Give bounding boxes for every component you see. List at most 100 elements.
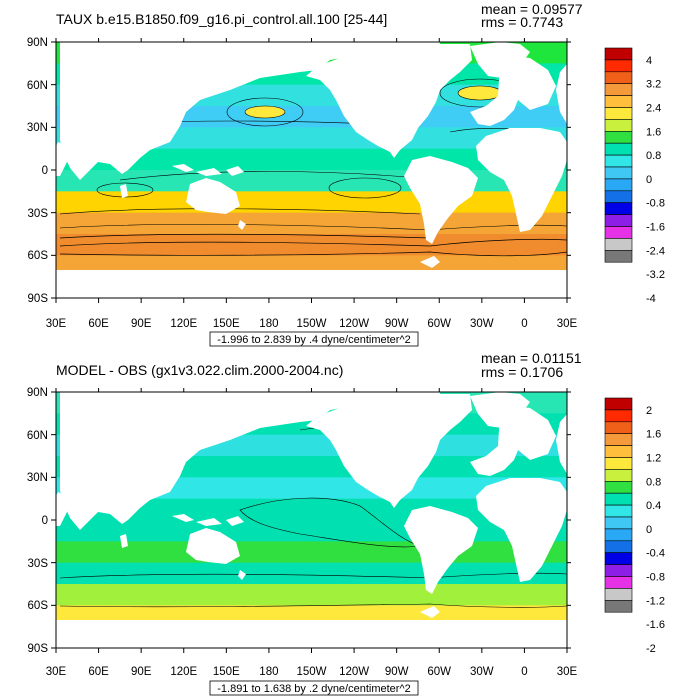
taux-lon-label: 150E <box>213 318 240 330</box>
diff-colorbar-swatch <box>604 445 633 458</box>
diff-colorbar-swatch <box>604 457 633 470</box>
diff-lon-label: 150W <box>296 666 326 678</box>
diff-lat-label: 60N <box>27 430 48 442</box>
diff-colorbar-label: -1.2 <box>646 595 665 607</box>
diff-lon-label: 60E <box>88 666 109 678</box>
taux-colorbar-swatch <box>604 202 633 215</box>
diff-mean: mean = 0.01151 <box>481 350 582 366</box>
diff-shade-band <box>56 562 567 585</box>
taux-colorbar-swatch <box>604 59 633 73</box>
taux-mean: mean = 0.09577 <box>481 1 583 17</box>
taux-lon-labels: 30E 60E 90E 120E 150E 180 150W 120W 90W … <box>46 318 578 330</box>
diff-colorbar-swatch <box>604 421 633 434</box>
diff-colorbar-swatch <box>604 564 633 577</box>
taux-lon-label: 180 <box>259 318 278 330</box>
diff-lon-label: 60W <box>427 666 451 678</box>
taux-lon-label: 90E <box>131 318 152 330</box>
diff-ticks <box>51 388 571 653</box>
diff-colorbar-label: -1.6 <box>646 619 665 631</box>
diff-colorbar-label: 1.6 <box>646 429 661 441</box>
diff-lat-label: 30N <box>27 472 48 484</box>
diff-lon-labels: 30E 60E 90E 120E 150E 180 150W 120W 90W … <box>46 666 578 678</box>
diff-colorbar-swatch <box>604 409 633 423</box>
taux-lat-label: 60N <box>27 80 48 92</box>
taux-lon-label: 120E <box>170 318 197 330</box>
taux-colorbar-swatch <box>604 95 633 108</box>
taux-lon-label: 30W <box>470 318 494 330</box>
taux-colorbar-label: 1.6 <box>646 126 661 138</box>
diff-land <box>56 392 567 648</box>
taux-lat-label: 90N <box>27 37 48 49</box>
diff-colorbar-swatch <box>604 588 633 601</box>
taux-shade-band <box>56 234 567 256</box>
diff-lat-label: 30S <box>28 558 49 570</box>
diff-lon-label: 90W <box>385 666 409 678</box>
diff-colorbar-swatch <box>604 480 633 494</box>
taux-shade-band <box>56 127 567 150</box>
diff-colorbar-swatch <box>604 576 633 589</box>
taux-colorbar-swatch <box>604 119 633 132</box>
taux-ticks <box>51 38 571 303</box>
taux-lat-label: 30S <box>28 208 49 220</box>
taux-colorbar-swatch <box>604 238 633 251</box>
diff-lon-label: 180 <box>259 666 278 678</box>
taux-lon-label: 30E <box>557 318 578 330</box>
diff-lon-label: 90E <box>131 666 152 678</box>
diff-colorbar-swatch <box>604 433 633 446</box>
taux-map <box>51 38 571 303</box>
diff-colorbar-swatch <box>604 504 633 518</box>
diff-colorbar-label: 1.2 <box>646 453 661 465</box>
taux-lat-label: 0 <box>42 165 48 177</box>
diff-colorbar-swatch <box>604 397 633 411</box>
taux-colorbar-swatch <box>604 131 633 144</box>
diff-colorbar-swatch <box>604 492 633 506</box>
diff-colorbar-label: -0.4 <box>646 548 665 560</box>
diff-shade-band <box>56 541 567 564</box>
diff-map <box>51 388 571 653</box>
taux-panel: TAUX b.e15.B1850.f09_g16.pi_control.all.… <box>27 1 665 347</box>
diff-shade-band <box>56 584 567 606</box>
taux-lat-label: 60S <box>28 250 49 262</box>
taux-lon-label: 120W <box>339 318 369 330</box>
diff-rms: rms = 0.1706 <box>481 364 563 380</box>
taux-colorbar-swatch <box>604 107 633 120</box>
taux-lon-label: 30E <box>46 318 67 330</box>
taux-colorbar-label: -1.6 <box>646 222 665 234</box>
taux-lon-label: 90W <box>385 318 409 330</box>
diff-colorbar-swatch <box>604 469 633 482</box>
taux-rms: rms = 0.7743 <box>481 14 563 30</box>
taux-colorbar-label: -0.8 <box>646 198 665 210</box>
taux-colorbar-label: -4 <box>646 293 656 305</box>
diff-range-label: -1.891 to 1.638 by .2 dyne/centimeter^2 <box>217 683 411 695</box>
diff-lon-label: 120E <box>170 666 197 678</box>
taux-colorbar-swatch <box>604 250 633 263</box>
diff-lon-label: 150E <box>213 666 240 678</box>
diff-lon-label: 30E <box>557 666 578 678</box>
taux-colorbar-swatch <box>604 190 633 204</box>
diff-colorbar: 2 1.6 1.2 0.8 0.4 0 -0.4 -0.8 -1.2 -1.6 -2 <box>604 397 665 655</box>
taux-colorbar-swatch <box>604 166 633 180</box>
diff-colorbar-swatch <box>604 599 633 613</box>
diff-lon-label: 120W <box>339 666 369 678</box>
taux-shade-band <box>56 212 567 235</box>
diff-title: MODEL - OBS (gx1v3.022.clim.2000-2004.nc… <box>56 362 343 378</box>
taux-lat-label: 30N <box>27 122 48 134</box>
taux-colorbar-swatch <box>604 226 633 239</box>
taux-colorbar-swatch <box>604 214 633 227</box>
taux-colorbar-label: 4 <box>646 55 652 67</box>
taux-colorbar-swatch <box>604 178 633 192</box>
diff-lon-label: 30E <box>46 666 67 678</box>
diff-range-box <box>209 680 419 696</box>
taux-land <box>56 42 567 298</box>
diff-colorbar-swatch <box>604 552 633 565</box>
taux-shade-band <box>56 170 567 192</box>
diff-lon-label: 30W <box>470 666 494 678</box>
taux-colorbar-label: -3.2 <box>646 269 665 281</box>
taux-title: TAUX b.e15.B1850.f09_g16.pi_control.all.… <box>56 11 387 27</box>
taux-colorbar-swatch <box>604 83 633 96</box>
diff-colorbar-label: 0.4 <box>646 500 661 512</box>
diff-panel: MODEL - OBS (gx1v3.022.clim.2000-2004.nc… <box>27 350 665 696</box>
taux-colorbar-swatch <box>604 142 633 156</box>
taux-colorbar-label: 2.4 <box>646 103 661 115</box>
